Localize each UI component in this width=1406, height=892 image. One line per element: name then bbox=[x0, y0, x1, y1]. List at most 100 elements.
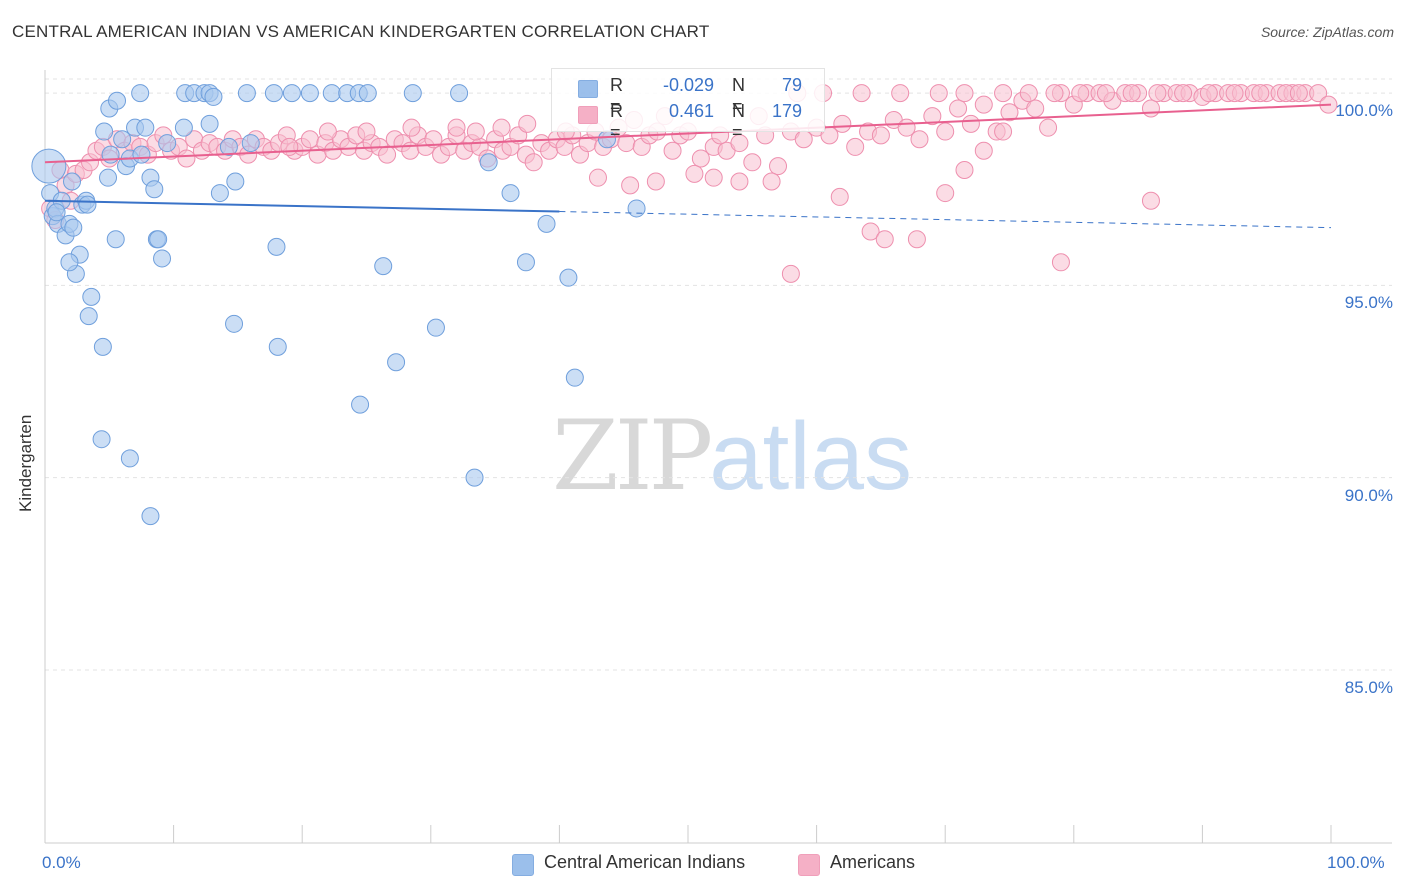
central-american-indians-trend-dashed bbox=[559, 211, 1332, 229]
central-american-indians-point bbox=[106, 230, 125, 249]
central-american-indians-point bbox=[31, 148, 67, 184]
legend-n-value: 179 bbox=[771, 101, 802, 121]
central-american-indians-point bbox=[47, 203, 66, 222]
americans-point bbox=[910, 130, 929, 149]
central-american-indians-point bbox=[387, 353, 406, 372]
legend-n-label: N = bbox=[732, 75, 745, 116]
central-american-indians-point bbox=[63, 172, 82, 191]
americans-point bbox=[378, 145, 397, 164]
americans-point bbox=[1141, 99, 1160, 118]
central-american-indians-point bbox=[200, 114, 219, 133]
central-american-indians-point bbox=[108, 91, 127, 110]
americans-point bbox=[1026, 99, 1045, 118]
central-american-indians-point bbox=[141, 507, 160, 526]
americans-point bbox=[691, 149, 710, 168]
central-american-indians-point bbox=[92, 430, 111, 449]
legend-r-value: -0.029 bbox=[662, 75, 714, 95]
americans-trend bbox=[44, 103, 1332, 164]
americans-point bbox=[1289, 84, 1308, 103]
x-tick-label-max: 100.0% bbox=[1327, 853, 1385, 872]
americans-point bbox=[663, 141, 682, 160]
bottom-legend-label: Americans bbox=[830, 852, 916, 872]
americans-point bbox=[781, 264, 800, 283]
central-american-indians-point bbox=[501, 184, 520, 203]
americans-point bbox=[300, 130, 319, 149]
central-american-indians-point bbox=[465, 468, 484, 487]
trend-lines bbox=[44, 103, 1332, 229]
central-american-indians-point bbox=[174, 118, 193, 137]
central-american-indians-point bbox=[158, 134, 177, 153]
americans-point bbox=[1039, 118, 1058, 137]
americans-point bbox=[588, 168, 607, 187]
legend-swatch-blue bbox=[578, 80, 598, 98]
americans-point bbox=[1309, 84, 1328, 103]
stats-legend: R = -0.029 N = 79 R = 0.461 N = 179 bbox=[551, 68, 825, 142]
central-american-indians-point bbox=[78, 195, 97, 214]
source-label: Source: ZipAtlas.com bbox=[1260, 24, 1394, 40]
central-american-indians-point bbox=[225, 314, 244, 333]
americans-point bbox=[936, 184, 955, 203]
central-american-indians-point bbox=[300, 84, 319, 103]
y-tick-label: 90.0% bbox=[1344, 485, 1393, 505]
central-american-indians-point bbox=[82, 287, 101, 306]
americans-point bbox=[1051, 253, 1070, 272]
americans-point bbox=[646, 172, 665, 191]
americans-point bbox=[518, 114, 537, 133]
americans-point bbox=[861, 222, 880, 241]
americans-point bbox=[1000, 103, 1019, 122]
americans-point bbox=[769, 157, 788, 176]
central-american-indians-point bbox=[60, 253, 79, 272]
americans-point bbox=[466, 122, 485, 141]
americans-point bbox=[492, 118, 511, 137]
americans-point bbox=[891, 84, 910, 103]
americans-point bbox=[830, 187, 849, 206]
americans-point bbox=[955, 160, 974, 179]
central-american-indians-point bbox=[210, 184, 229, 203]
y-tick-label: 95.0% bbox=[1344, 293, 1393, 313]
americans-point bbox=[1141, 191, 1160, 210]
americans-point bbox=[994, 122, 1013, 141]
central-american-indians-point bbox=[64, 218, 83, 237]
central-american-indians-point bbox=[131, 84, 150, 103]
central-american-indians-point bbox=[145, 180, 164, 199]
central-american-indians-point bbox=[537, 214, 556, 233]
y-tick-label: 85.0% bbox=[1344, 677, 1393, 697]
central-american-indians-point bbox=[136, 118, 155, 137]
americans-point bbox=[1148, 84, 1167, 103]
americans-point bbox=[1122, 84, 1141, 103]
americans-point bbox=[949, 99, 968, 118]
central-american-indians-point bbox=[426, 318, 445, 337]
central-american-indians-point bbox=[267, 237, 286, 256]
central-american-indians-point bbox=[565, 368, 584, 387]
americans-point bbox=[730, 172, 749, 191]
x-tick-label-min: 0.0% bbox=[42, 853, 81, 872]
central-american-indians-trend-solid bbox=[44, 199, 560, 213]
americans-point bbox=[447, 118, 466, 137]
bottom-legend-swatch-blue bbox=[512, 854, 534, 876]
americans-point bbox=[762, 172, 781, 191]
legend-r-label: R = bbox=[610, 101, 623, 142]
legend-swatch-pink bbox=[578, 106, 598, 124]
central-american-indians-point bbox=[149, 230, 168, 249]
americans-point bbox=[524, 153, 543, 172]
central-american-indians-point bbox=[99, 168, 118, 187]
americans-point bbox=[1096, 84, 1115, 103]
central-american-indians-point bbox=[153, 249, 172, 268]
central-american-indians-point bbox=[479, 153, 498, 172]
americans-point bbox=[871, 126, 890, 145]
americans-point bbox=[730, 134, 749, 153]
americans-point bbox=[424, 130, 443, 149]
americans-point bbox=[907, 230, 926, 249]
central-american-indians-point bbox=[374, 257, 393, 276]
central-american-indians-point bbox=[113, 130, 132, 149]
y-tick-label: 100.0% bbox=[1335, 101, 1393, 121]
bottom-legend-label: Central American Indians bbox=[544, 852, 746, 872]
americans-point bbox=[621, 176, 640, 195]
central-american-indians-point bbox=[268, 337, 287, 356]
central-american-indians-point bbox=[226, 172, 245, 191]
americans-point bbox=[974, 141, 993, 160]
americans-point bbox=[1225, 84, 1244, 103]
central-american-indians-point bbox=[282, 84, 301, 103]
central-american-indians-point bbox=[219, 137, 238, 156]
